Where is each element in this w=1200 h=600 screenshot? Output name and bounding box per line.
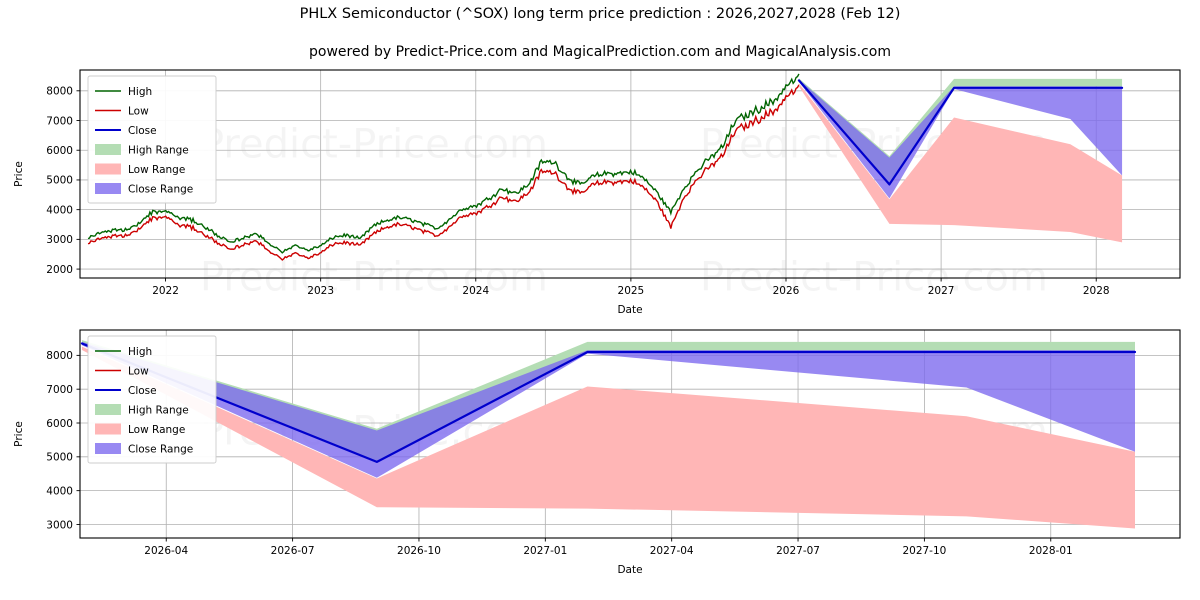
x-tick-label: 2023	[307, 285, 334, 297]
plot-frame	[79, 329, 1181, 539]
y-tick-label: 5000	[46, 452, 73, 464]
y-tick-label: 8000	[46, 350, 73, 362]
legend-label: Close Range	[128, 184, 193, 196]
legend-item-high[interactable]: High	[95, 86, 152, 98]
legend-item-close-range[interactable]: Close Range	[95, 183, 193, 196]
legend-label: Low Range	[128, 424, 185, 436]
y-tick-label: 7000	[46, 115, 73, 127]
bottom-panel: Predict-Price.comPredict-Price.com300040…	[13, 329, 1181, 576]
y-tick-label: 6000	[46, 145, 73, 157]
x-axis-label: Date	[617, 564, 642, 576]
x-tick-label: 2027-10	[902, 545, 946, 557]
x-tick-label: 2024	[462, 285, 489, 297]
page-subtitle: powered by Predict-Price.com and Magical…	[309, 44, 891, 60]
legend-label: Close	[128, 125, 157, 137]
legend-label: High Range	[128, 405, 189, 417]
y-tick-label: 3000	[46, 519, 73, 531]
close-range-band	[82, 341, 1135, 478]
y-tick-label: 5000	[46, 175, 73, 187]
legend-item-low[interactable]: Low	[95, 366, 149, 378]
legend-item-close[interactable]: Close	[95, 125, 157, 137]
legend-item-low-range[interactable]: Low Range	[95, 163, 185, 177]
y-tick-label: 2000	[46, 264, 73, 276]
y-tick-label: 4000	[46, 485, 73, 497]
legend-label: High	[128, 346, 152, 358]
plot-frame	[79, 69, 1181, 279]
close-forecast-line	[80, 342, 1137, 464]
legend-patch-swatch	[95, 404, 121, 415]
x-tick-label: 2027-01	[523, 545, 567, 557]
y-tick-label: 7000	[46, 384, 73, 396]
legend-patch-swatch	[95, 423, 121, 435]
y-axis-label: Price	[13, 421, 25, 447]
legend-label: Low	[128, 366, 149, 378]
legend-item-close-range[interactable]: Close Range	[95, 443, 193, 456]
chart-legend: High Low Close High Range Low Range Close Ran…	[87, 75, 217, 204]
legend-item-high[interactable]: High	[95, 346, 152, 358]
y-axis-label: Price	[13, 161, 25, 187]
x-tick-label: 2027-04	[650, 545, 694, 557]
legend-item-low-range[interactable]: Low Range	[95, 423, 185, 437]
legend-item-high-range[interactable]: High Range	[95, 404, 189, 417]
legend-item-low[interactable]: Low	[95, 106, 149, 118]
x-tick-label: 2026-04	[144, 545, 188, 557]
legend-item-close[interactable]: Close	[95, 385, 157, 397]
legend-label: Close	[128, 385, 157, 397]
x-tick-label: 2022	[152, 285, 179, 297]
y-tick-label: 3000	[46, 234, 73, 246]
x-tick-label: 2028	[1083, 285, 1110, 297]
chart-legend: High Low Close High Range Low Range Close Ran…	[87, 335, 217, 464]
x-tick-label: 2028-01	[1029, 545, 1073, 557]
legend-patch-swatch	[95, 183, 121, 194]
x-axis-label: Date	[617, 304, 642, 316]
svg-text:Predict-Price.com: Predict-Price.com	[200, 121, 548, 167]
y-tick-label: 6000	[46, 418, 73, 430]
legend-item-high-range[interactable]: High Range	[95, 144, 189, 157]
low-range-band	[798, 83, 1123, 243]
legend-label: Close Range	[128, 444, 193, 456]
y-tick-label: 8000	[46, 86, 73, 98]
page-title: PHLX Semiconductor (^SOX) long term pric…	[299, 6, 901, 22]
legend-patch-swatch	[95, 443, 121, 454]
low-range-band	[82, 346, 1135, 529]
x-tick-label: 2026-07	[271, 545, 315, 557]
x-tick-label: 2027	[928, 285, 955, 297]
close-range-band	[798, 79, 1123, 199]
legend-patch-swatch	[95, 144, 121, 155]
legend-label: High Range	[128, 145, 189, 157]
history-low-line	[87, 84, 800, 261]
x-tick-label: 2027-07	[776, 545, 820, 557]
x-tick-label: 2026	[773, 285, 800, 297]
legend-patch-swatch	[95, 163, 121, 175]
legend-label: High	[128, 86, 152, 98]
legend-label: Low Range	[128, 164, 185, 176]
x-tick-label: 2025	[618, 285, 645, 297]
history-high-line	[87, 73, 800, 254]
legend-label: Low	[128, 106, 149, 118]
close-forecast-line	[797, 79, 1124, 186]
x-tick-label: 2026-10	[397, 545, 441, 557]
y-tick-label: 4000	[46, 204, 73, 216]
